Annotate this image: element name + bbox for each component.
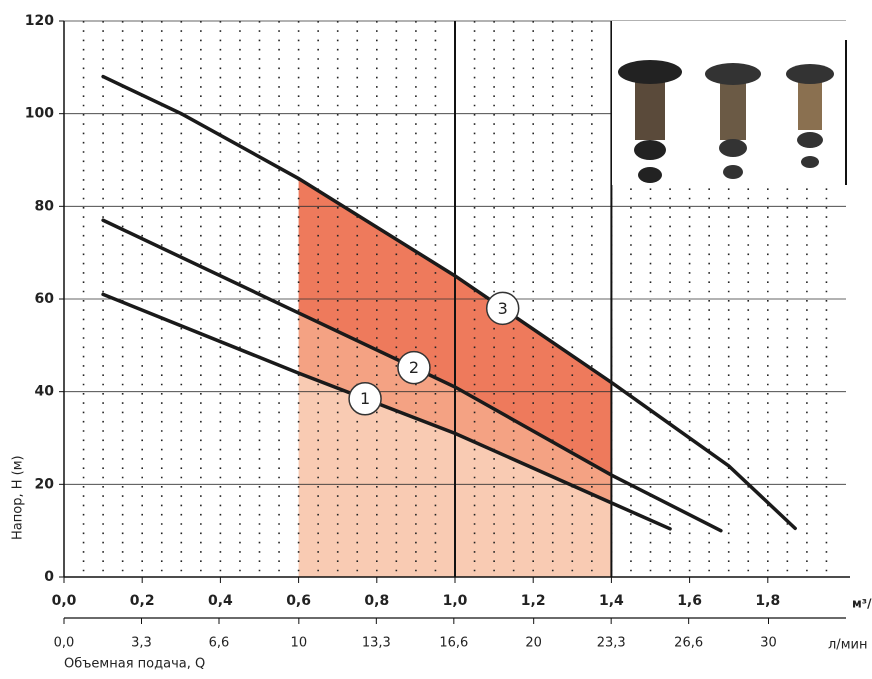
y-tick-label: 20 bbox=[35, 476, 55, 492]
chart: Напор, Н (м) Объемная подача, Q м³/ч л/м… bbox=[0, 0, 872, 675]
x2-tick-label: 13,3 bbox=[362, 636, 391, 651]
y-axis-label: Напор, Н (м) bbox=[11, 455, 26, 540]
x-tick-label: 1,0 bbox=[443, 593, 468, 609]
x2-tick-label: 0,0 bbox=[54, 636, 75, 651]
y-tick-label: 60 bbox=[35, 291, 55, 307]
x-tick-label: 0,0 bbox=[52, 593, 77, 609]
x2-tick-label: 20 bbox=[525, 636, 542, 651]
x2-tick-label: 23,3 bbox=[597, 636, 626, 651]
x-tick-label: 1,4 bbox=[599, 593, 624, 609]
x-unit: м³/ч bbox=[852, 597, 872, 611]
x2-tick-label: 16,6 bbox=[439, 636, 468, 651]
x2-tick-label: 26,6 bbox=[674, 636, 703, 651]
x-tick-label: 0,2 bbox=[130, 593, 155, 609]
x2-tick-label: 10 bbox=[291, 636, 308, 651]
y-tick-label: 120 bbox=[25, 13, 54, 29]
x-tick-label: 0,4 bbox=[208, 593, 233, 609]
pump-photo bbox=[612, 21, 846, 185]
curve-label: 1 bbox=[360, 389, 370, 408]
x-tick-label: 0,8 bbox=[364, 593, 389, 609]
y-tick-label: 0 bbox=[44, 569, 54, 585]
x-axis-label: Объемная подача, Q bbox=[64, 657, 205, 672]
x2-tick-label: 3,3 bbox=[131, 636, 152, 651]
x-tick-label: 0,6 bbox=[286, 593, 311, 609]
x-tick-label: 1,6 bbox=[677, 593, 702, 609]
x2-tick-label: 6,6 bbox=[209, 636, 230, 651]
y-tick-label: 100 bbox=[25, 106, 54, 122]
x2-unit: л/мин bbox=[828, 638, 867, 653]
x-tick-label: 1,8 bbox=[755, 593, 780, 609]
x2-tick-label: 30 bbox=[760, 636, 777, 651]
x-tick-label: 1,2 bbox=[521, 593, 546, 609]
curve-label: 2 bbox=[409, 358, 419, 377]
curve-label: 3 bbox=[498, 299, 508, 318]
y-tick-label: 80 bbox=[35, 198, 55, 214]
y-tick-label: 40 bbox=[35, 384, 55, 400]
